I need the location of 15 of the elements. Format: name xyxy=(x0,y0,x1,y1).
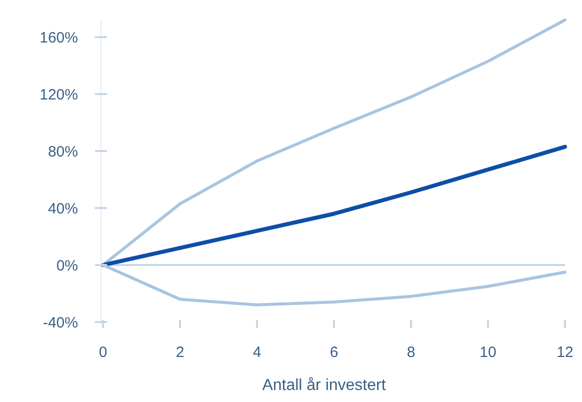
y-tick-label: 120% xyxy=(40,86,78,104)
y-tick-label: -40% xyxy=(42,314,78,332)
x-tick-label: 4 xyxy=(252,344,262,361)
x-tick-label: 6 xyxy=(330,344,338,361)
y-tick-label: 160% xyxy=(40,29,78,46)
x-tick-label: 0 xyxy=(98,344,108,361)
y-tick-label: 80% xyxy=(48,143,78,160)
y-tick-label: 40% xyxy=(48,200,78,218)
x-axis-title: Antall år investert xyxy=(262,377,386,394)
x-tick-label: 8 xyxy=(406,344,416,361)
x-tick-label: 10 xyxy=(480,344,496,361)
line-series xyxy=(101,144,567,268)
y-tick-label: 0% xyxy=(56,257,78,274)
x-tick-label: 2 xyxy=(176,344,184,361)
x-tick-label: 12 xyxy=(556,344,574,361)
